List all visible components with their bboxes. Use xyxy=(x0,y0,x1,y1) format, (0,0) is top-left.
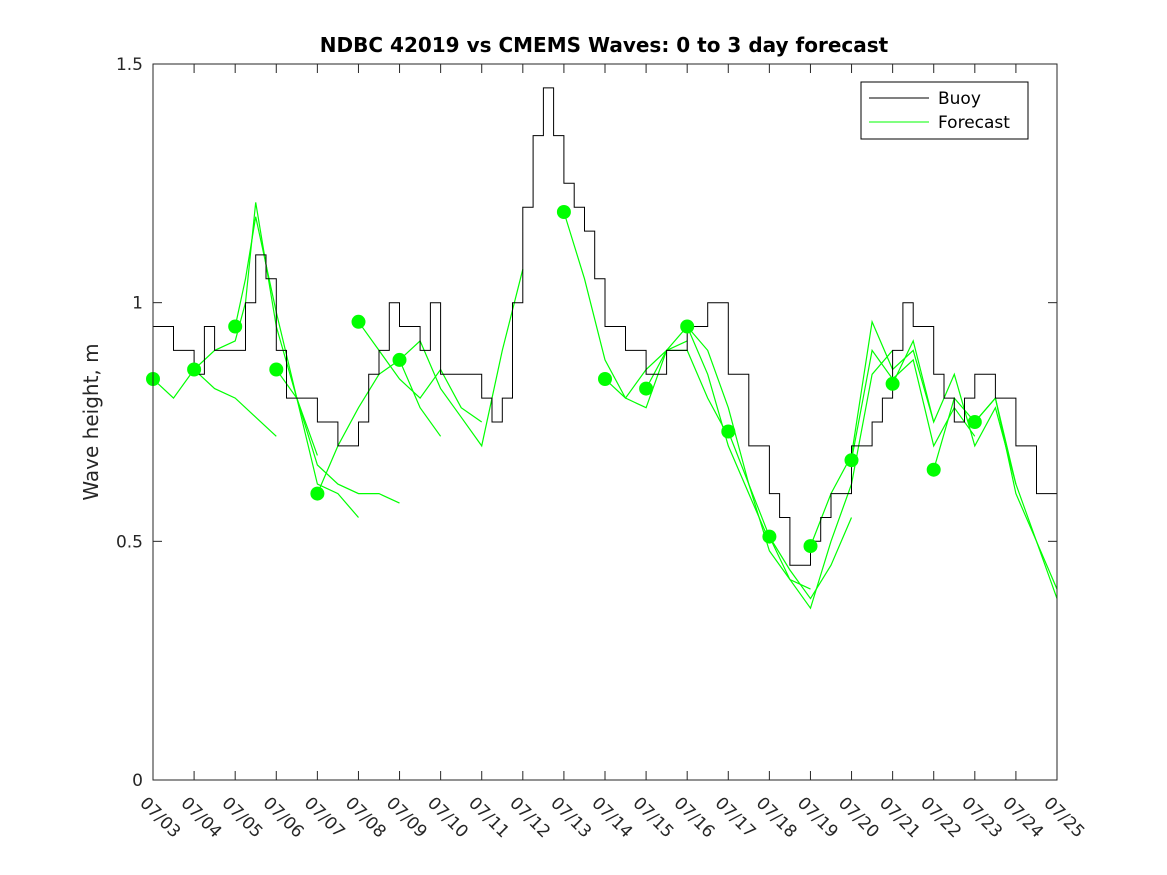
x-tick-label: 07/12 xyxy=(505,793,554,842)
x-tick-label: 07/19 xyxy=(793,793,842,842)
x-tick-label: 07/17 xyxy=(711,793,760,842)
x-tick-label: 07/08 xyxy=(341,793,390,842)
x-tick-label: 07/22 xyxy=(916,793,965,842)
x-tick-label: 07/09 xyxy=(382,793,431,842)
x-tick-label: 07/07 xyxy=(300,793,349,842)
x-tick-label: 07/10 xyxy=(423,793,472,842)
legend: Buoy Forecast xyxy=(860,81,1029,140)
x-tick-label: 07/15 xyxy=(629,793,678,842)
x-tick-label: 07/05 xyxy=(218,793,267,842)
forecast-line-1 xyxy=(152,368,277,437)
y-tick-label: 1.5 xyxy=(116,55,143,75)
y-axis-label: Wave height, m xyxy=(79,343,103,500)
forecast-start-point xyxy=(762,529,777,544)
forecast-line-13 xyxy=(768,350,894,610)
x-tick-label: 07/23 xyxy=(957,793,1006,842)
forecast-start-point xyxy=(926,462,941,477)
forecast-start-point xyxy=(187,362,202,377)
forecast-start-points xyxy=(146,205,982,554)
chart-title: NDBC 42019 vs CMEMS Waves: 0 to 3 day fo… xyxy=(320,33,889,57)
x-tick-label: 07/13 xyxy=(546,793,595,842)
x-tick-label: 07/24 xyxy=(998,793,1047,842)
y-tick-label: 1 xyxy=(132,294,143,314)
legend-forecast-label: Forecast xyxy=(938,113,1010,133)
forecast-start-point xyxy=(228,319,243,334)
forecast-start-point xyxy=(803,539,818,554)
forecast-line-12 xyxy=(727,431,853,600)
forecast-start-point xyxy=(598,372,612,386)
x-tick-label: 07/11 xyxy=(464,793,513,842)
forecast-start-point xyxy=(967,415,982,429)
forecast-start-point xyxy=(639,381,654,396)
x-tick-label: 07/16 xyxy=(670,793,719,842)
forecast-start-point xyxy=(310,486,325,501)
forecast-start-point xyxy=(721,424,736,439)
x-tick-label: 07/03 xyxy=(135,793,184,842)
y-tick-label: 0 xyxy=(132,771,143,791)
x-tick-label: 07/18 xyxy=(752,793,801,842)
forecast-start-point xyxy=(556,205,571,219)
forecast-line-18 xyxy=(974,396,1058,599)
forecast-start-point xyxy=(351,314,366,329)
x-tick-label: 07/25 xyxy=(1039,793,1088,842)
plot-background xyxy=(153,64,1057,780)
axes xyxy=(152,63,1058,781)
forecast-start-point xyxy=(885,376,900,391)
legend-box xyxy=(860,81,1029,140)
legend-buoy-label: Buoy xyxy=(938,89,981,109)
x-tick-label: 07/06 xyxy=(259,793,308,842)
x-tick-label: 07/20 xyxy=(834,793,883,842)
x-tick-label: 07/21 xyxy=(875,793,924,842)
x-tick-label: 07/14 xyxy=(587,793,636,842)
x-tick-label: 07/04 xyxy=(177,793,226,842)
forecast-line-16 xyxy=(892,339,1017,485)
buoy-line xyxy=(153,87,1058,566)
forecast-start-point xyxy=(269,362,284,377)
forecast-start-point xyxy=(392,352,407,367)
forecast-start-point xyxy=(844,453,859,468)
y-tick-label: 0.5 xyxy=(116,532,143,552)
buoy-line-group xyxy=(153,87,1058,566)
forecast-start-point xyxy=(680,319,695,334)
